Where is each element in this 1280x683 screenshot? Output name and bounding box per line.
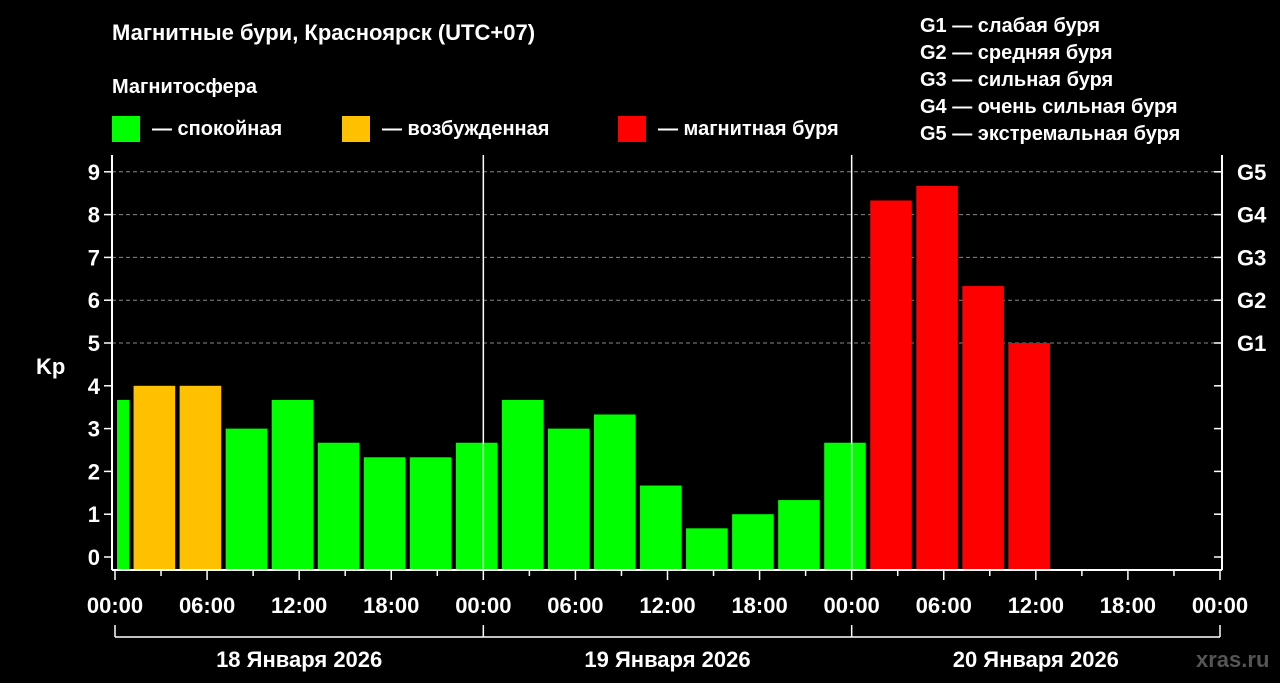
kp-bar xyxy=(409,457,452,570)
legend-swatch xyxy=(112,116,140,142)
y-axis-label: Kp xyxy=(36,354,65,379)
kp-bar xyxy=(732,514,774,570)
x-tick-label: 00:00 xyxy=(824,593,880,618)
chart-title: Магнитные бури, Красноярск (UTC+07) xyxy=(112,20,535,45)
kp-bar xyxy=(686,528,728,570)
g-scale-legend: G1 — слабая буря G2 — средняя буря G3 — си… xyxy=(920,15,1180,145)
y-tick-label: 0 xyxy=(88,545,100,570)
kp-bar xyxy=(501,399,544,570)
legend-label: — возбужденная xyxy=(382,118,549,140)
axes: 0 1 2 3 4 5 6 7 8 9 G1 G2 G3 G4 G5 00:00 06:00 12:00 18:00… xyxy=(87,155,1267,672)
watermark: xras.ru xyxy=(1196,647,1269,672)
grid xyxy=(112,171,1222,344)
kp-bar xyxy=(271,399,314,570)
g-scale-item: G1 — слабая буря xyxy=(920,15,1100,37)
y-tick-label: 3 xyxy=(88,417,100,442)
g-tick-label: G5 xyxy=(1237,160,1266,185)
kp-bar xyxy=(824,442,866,570)
kp-bar xyxy=(870,200,912,570)
legend-label: — спокойная xyxy=(152,118,282,140)
y-tick-label: 8 xyxy=(88,203,100,228)
x-tick-label: 00:00 xyxy=(1192,593,1248,618)
day-label: 20 Января 2026 xyxy=(953,647,1119,672)
x-tick-label: 18:00 xyxy=(1100,593,1156,618)
g-tick-label: G3 xyxy=(1237,245,1266,270)
g-tick-label: G1 xyxy=(1237,331,1266,356)
kp-bar xyxy=(593,414,636,570)
y-tick-label: 4 xyxy=(88,374,101,399)
x-tick-label: 12:00 xyxy=(1008,593,1064,618)
x-tick-label: 06:00 xyxy=(179,593,235,618)
kp-bar xyxy=(317,442,360,570)
kp-bar xyxy=(179,385,222,570)
kp-bar xyxy=(225,428,268,570)
y-tick-label: 2 xyxy=(88,459,100,484)
g-scale-item: G3 — сильная буря xyxy=(920,69,1113,91)
kp-bar xyxy=(117,399,130,570)
kp-bar xyxy=(363,457,406,570)
g-tick-label: G4 xyxy=(1237,203,1267,228)
x-tick-label: 18:00 xyxy=(731,593,787,618)
kp-bar xyxy=(640,485,682,570)
legend-title: Магнитосфера xyxy=(112,76,258,98)
kp-bar xyxy=(547,428,590,570)
y-tick-label: 6 xyxy=(88,288,100,313)
y-tick-label: 1 xyxy=(88,502,100,527)
bars xyxy=(117,185,1050,570)
x-tick-label: 18:00 xyxy=(363,593,419,618)
day-label: 19 Января 2026 xyxy=(584,647,750,672)
kp-bar xyxy=(778,500,820,570)
legend-label: — магнитная буря xyxy=(658,118,839,140)
g-scale-item: G5 — экстремальная буря xyxy=(920,123,1180,145)
g-scale-item: G2 — средняя буря xyxy=(920,42,1113,64)
g-tick-label: G2 xyxy=(1237,288,1266,313)
y-tick-label: 5 xyxy=(88,331,100,356)
x-tick-label: 06:00 xyxy=(547,593,603,618)
g-scale-item: G4 — очень сильная буря xyxy=(920,96,1178,118)
kp-bar xyxy=(133,385,176,570)
x-tick-label: 06:00 xyxy=(916,593,972,618)
x-tick-label: 00:00 xyxy=(455,593,511,618)
day-label: 18 Января 2026 xyxy=(216,647,382,672)
y-tick-label: 7 xyxy=(88,245,100,270)
kp-bar xyxy=(1008,343,1050,570)
kp-bar xyxy=(455,442,498,570)
x-tick-label: 00:00 xyxy=(87,593,143,618)
x-tick-label: 12:00 xyxy=(271,593,327,618)
legend-swatch xyxy=(342,116,370,142)
y-tick-label: 9 xyxy=(88,160,100,185)
legend: — спокойная — возбужденная — магнитная бур… xyxy=(112,116,839,142)
kp-bar xyxy=(962,286,1004,570)
kp-bar xyxy=(916,185,958,570)
legend-swatch xyxy=(618,116,646,142)
x-tick-label: 12:00 xyxy=(639,593,695,618)
